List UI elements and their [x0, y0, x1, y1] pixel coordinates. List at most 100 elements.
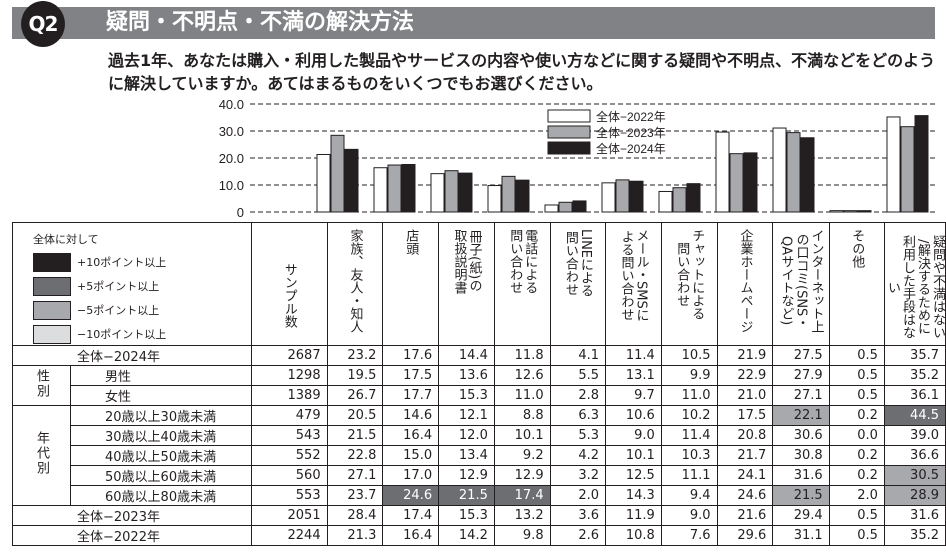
column-header-label: 店頭: [403, 229, 419, 255]
legend-item: +10ポイント以上: [33, 251, 251, 273]
table-cell: 28.4: [326, 505, 384, 526]
column-header: LINEによる 問い合わせ: [549, 222, 607, 346]
table-cell: 14.6: [382, 405, 440, 426]
column-header: 冊子(紙)の 取扱説明書: [438, 222, 495, 346]
table-cell: 17.5: [382, 365, 440, 386]
table-cell: 17.6: [382, 345, 440, 366]
sample-header: サンプル数: [250, 222, 328, 346]
bar-2022: [715, 131, 730, 213]
legend-swatch: [547, 109, 591, 123]
table-cell: 6.3: [549, 405, 607, 426]
bar-2022: [544, 204, 559, 213]
table-cell: 21.7: [716, 445, 774, 466]
table-row: 30歳以上40歳未満 543 21.5 16.4 12.0 10.1 5.3 9.0 11.4 2…: [13, 425, 946, 446]
table-cell: 11.4: [605, 345, 662, 366]
table-cell: 31.6: [883, 505, 946, 526]
legend-title: 全体に対して: [33, 233, 99, 246]
table-cell: 4.1: [549, 345, 607, 366]
table-cell: 17.7: [382, 385, 440, 406]
table-cell: 10.2: [660, 405, 718, 426]
table-cell: 27.1: [326, 465, 384, 486]
bar-2023: [786, 132, 801, 213]
table-cell: 9.8: [493, 525, 551, 546]
legend-item: −10ポイント以上: [33, 323, 251, 345]
column-header-label: 疑問や不満はない /解決するために 利用した手段はない: [884, 235, 945, 339]
table-cell: 14.4: [438, 345, 495, 366]
column-header: 電話による 問い合わせ: [493, 222, 551, 346]
table-cell: 12.0: [438, 425, 495, 446]
table-cell: 12.5: [605, 465, 662, 486]
table-row: 50歳以上60歳未満 560 27.1 17.0 12.9 12.9 3.2 12.5 11.1…: [13, 465, 946, 486]
legend-item: +5ポイント以上: [33, 275, 251, 297]
column-header: 疑問や不満はない /解決するために 利用した手段はない: [883, 222, 946, 346]
highlighted-cell: 28.9: [883, 485, 946, 506]
table-cell: 21.9: [716, 345, 774, 366]
column-header: インターネット上 の口コミ(SNS・ QAサイトなど): [772, 222, 830, 346]
table-cell: 13.6: [438, 365, 495, 386]
table-cell: 26.7: [326, 385, 384, 406]
table-cell: 12.9: [493, 465, 551, 486]
table-cell: 9.4: [660, 485, 718, 506]
bar-2022: [886, 116, 901, 213]
table-cell: 0.5: [828, 525, 885, 546]
sample-size: 1389: [250, 385, 328, 406]
table-cell: 27.5: [772, 345, 830, 366]
bar-chart: 0 10.0 20.0 30.0 40.0 全体−2022年全体−2023年全体−2024…: [219, 97, 935, 220]
highlighted-cell: 24.6: [382, 485, 440, 506]
table-cell: 36.6: [883, 445, 946, 466]
bar-2024: [857, 210, 872, 213]
column-header-label: 企業ホームページ: [737, 229, 753, 333]
table-cell: 17.5: [716, 405, 774, 426]
row-label: 全体−2023年: [12, 505, 252, 526]
sample-size: 479: [250, 405, 328, 426]
highlighted-cell: 17.4: [493, 485, 551, 506]
column-header-label: 電話による 問い合わせ: [507, 229, 538, 294]
bar-2022: [829, 210, 844, 213]
column-header-label: 家族、友人・知人: [347, 229, 363, 333]
sample-size: 2051: [250, 505, 328, 526]
legend-swatch: [33, 300, 71, 320]
table-cell: 10.1: [605, 445, 662, 466]
question-text: 過去1年、あなたは購入・利用した製品やサービスの内容や使い方などに関する疑問や不…: [108, 51, 936, 93]
sample-size: 560: [250, 465, 328, 486]
table-row: 全体−2023年 2051 28.4 17.4 15.3 13.2 3.6 11.9 9.0 21…: [12, 505, 946, 526]
row-group-label: 性別: [12, 365, 71, 406]
row-label: 50歳以上60歳未満: [70, 465, 252, 486]
table-cell: 16.4: [382, 525, 440, 546]
legend-item-label: −5ポイント以上: [77, 304, 160, 317]
table-cell: 35.2: [883, 525, 946, 546]
highlighted-cell: 21.5: [438, 485, 495, 506]
highlighted-cell: 21.5: [772, 485, 830, 506]
row-label: 20歳以上30歳未満: [70, 405, 252, 426]
legend-item-label: +10ポイント以上: [77, 256, 167, 269]
bar-2022: [316, 153, 331, 213]
table-cell: 30.6: [772, 425, 830, 446]
highlight-legend: 全体に対して +10ポイント以上 +5ポイント以上 −5ポイント以上 −10ポイント以上: [13, 223, 251, 345]
table-cell: 4.2: [549, 445, 607, 466]
table-cell: 21.5: [326, 425, 384, 446]
column-header-label: メール・SMSに よる問い合わせ: [618, 229, 649, 322]
table-cell: 11.0: [660, 385, 718, 406]
row-label: 全体−2024年: [12, 345, 252, 366]
table-cell: 0.0: [828, 425, 885, 446]
column-header-label: その他: [849, 229, 865, 268]
table-cell: 30.8: [772, 445, 830, 466]
legend-label: 全体−2024年: [596, 141, 666, 156]
table-cell: 23.2: [326, 345, 384, 366]
sample-size: 543: [250, 425, 328, 446]
bar-2022: [373, 167, 388, 213]
bar-2023: [501, 175, 516, 213]
legend-swatch: [547, 125, 591, 139]
bar-2024: [743, 152, 758, 213]
question-badge: Q2: [21, 1, 65, 47]
table-cell: 7.6: [660, 525, 718, 546]
sample-size: 553: [250, 485, 328, 506]
table-cell: 20.8: [716, 425, 774, 446]
column-header-label: LINEによる 問い合わせ: [562, 229, 593, 298]
bar-2024: [344, 148, 359, 213]
legend-item: −5ポイント以上: [33, 299, 251, 321]
row-label: 男性: [70, 365, 252, 386]
bar-2022: [601, 182, 616, 213]
legend-label: 全体−2023年: [596, 125, 666, 140]
table-row: 年代別 20歳以上30歳未満 479 20.5 14.6 12.1 8.8 6.3 10.6 10…: [12, 405, 946, 506]
